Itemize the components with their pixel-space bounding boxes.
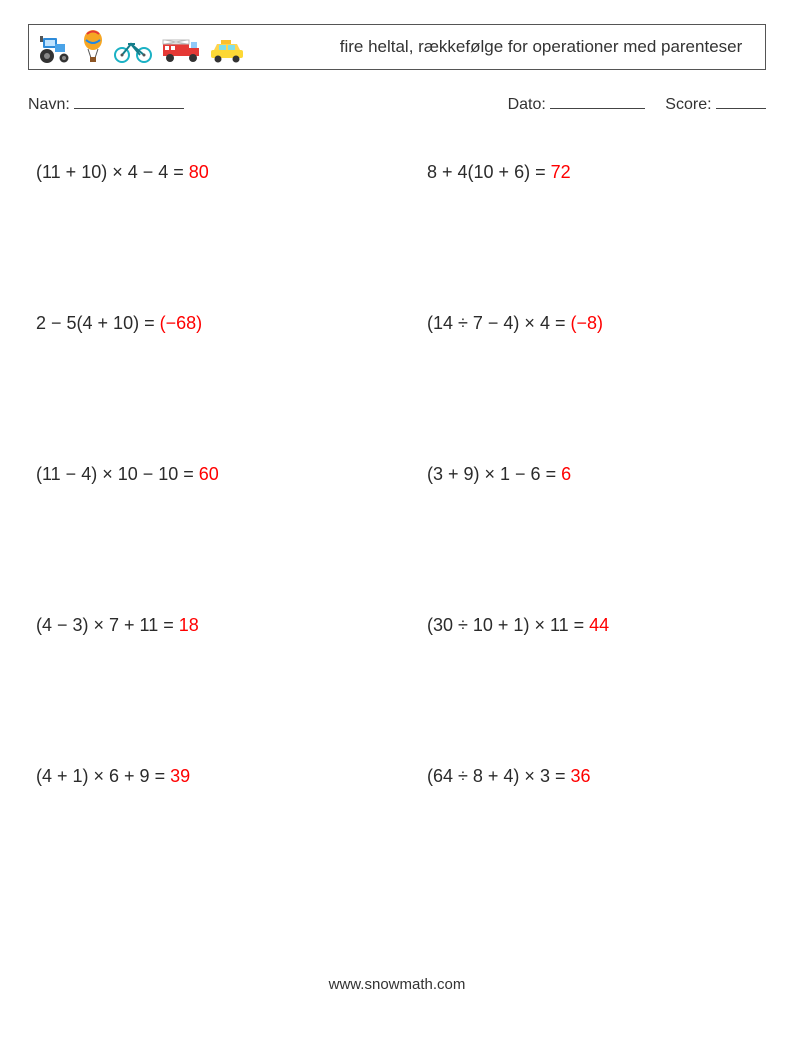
problem-expression: 2 − 5(4 + 10) = xyxy=(36,313,160,333)
problem-item: (4 − 3) × 7 + 11 = 18 xyxy=(36,615,367,636)
problem-item: (14 ÷ 7 − 4) × 4 = (−8) xyxy=(427,313,758,334)
taxi-icon xyxy=(209,38,245,64)
problem-answer: 39 xyxy=(170,766,190,786)
problem-answer: (−68) xyxy=(160,313,203,333)
problem-item: (3 + 9) × 1 − 6 = 6 xyxy=(427,464,758,485)
name-field: Navn: xyxy=(28,92,184,114)
worksheet-title: fire heltal, rækkefølge for operationer … xyxy=(245,37,757,57)
problem-item: (30 ÷ 10 + 1) × 11 = 44 xyxy=(427,615,758,636)
problem-expression: (11 + 10) × 4 − 4 = xyxy=(36,162,189,182)
name-label: Navn: xyxy=(28,96,70,113)
worksheet-header: fire heltal, rækkefølge for operationer … xyxy=(28,24,766,70)
bicycle-icon xyxy=(113,38,153,64)
footer-url: www.snowmath.com xyxy=(0,976,794,993)
problem-answer: 72 xyxy=(551,162,571,182)
problem-answer: 44 xyxy=(589,615,609,635)
problem-expression: 8 + 4(10 + 6) = xyxy=(427,162,551,182)
problem-answer: 6 xyxy=(561,464,571,484)
problems-grid: (11 + 10) × 4 − 4 = 80 8 + 4(10 + 6) = 7… xyxy=(28,162,766,787)
meta-row: Navn: Dato: Score: xyxy=(28,92,766,114)
header-icons xyxy=(37,30,245,64)
balloon-icon xyxy=(81,30,105,64)
tractor-icon xyxy=(37,34,73,64)
problem-expression: (4 − 3) × 7 + 11 = xyxy=(36,615,179,635)
problem-expression: (30 ÷ 10 + 1) × 11 = xyxy=(427,615,589,635)
problem-item: 2 − 5(4 + 10) = (−68) xyxy=(36,313,367,334)
problem-answer: 60 xyxy=(199,464,219,484)
date-label: Dato: xyxy=(508,96,546,113)
problem-expression: (3 + 9) × 1 − 6 = xyxy=(427,464,561,484)
problem-answer: (−8) xyxy=(570,313,603,333)
score-blank xyxy=(716,92,766,109)
problem-item: (11 + 10) × 4 − 4 = 80 xyxy=(36,162,367,183)
name-blank xyxy=(74,92,184,109)
date-blank xyxy=(550,92,645,109)
problem-expression: (4 + 1) × 6 + 9 = xyxy=(36,766,170,786)
problem-item: 8 + 4(10 + 6) = 72 xyxy=(427,162,758,183)
date-field: Dato: xyxy=(508,92,646,114)
problem-expression: (11 − 4) × 10 − 10 = xyxy=(36,464,199,484)
problem-answer: 36 xyxy=(570,766,590,786)
problem-expression: (14 ÷ 7 − 4) × 4 = xyxy=(427,313,570,333)
problem-answer: 18 xyxy=(179,615,199,635)
problem-expression: (64 ÷ 8 + 4) × 3 = xyxy=(427,766,570,786)
problem-item: (64 ÷ 8 + 4) × 3 = 36 xyxy=(427,766,758,787)
score-field: Score: xyxy=(665,92,766,114)
score-label: Score: xyxy=(665,96,711,113)
problem-item: (4 + 1) × 6 + 9 = 39 xyxy=(36,766,367,787)
problem-item: (11 − 4) × 10 − 10 = 60 xyxy=(36,464,367,485)
firetruck-icon xyxy=(161,36,201,64)
problem-answer: 80 xyxy=(189,162,209,182)
